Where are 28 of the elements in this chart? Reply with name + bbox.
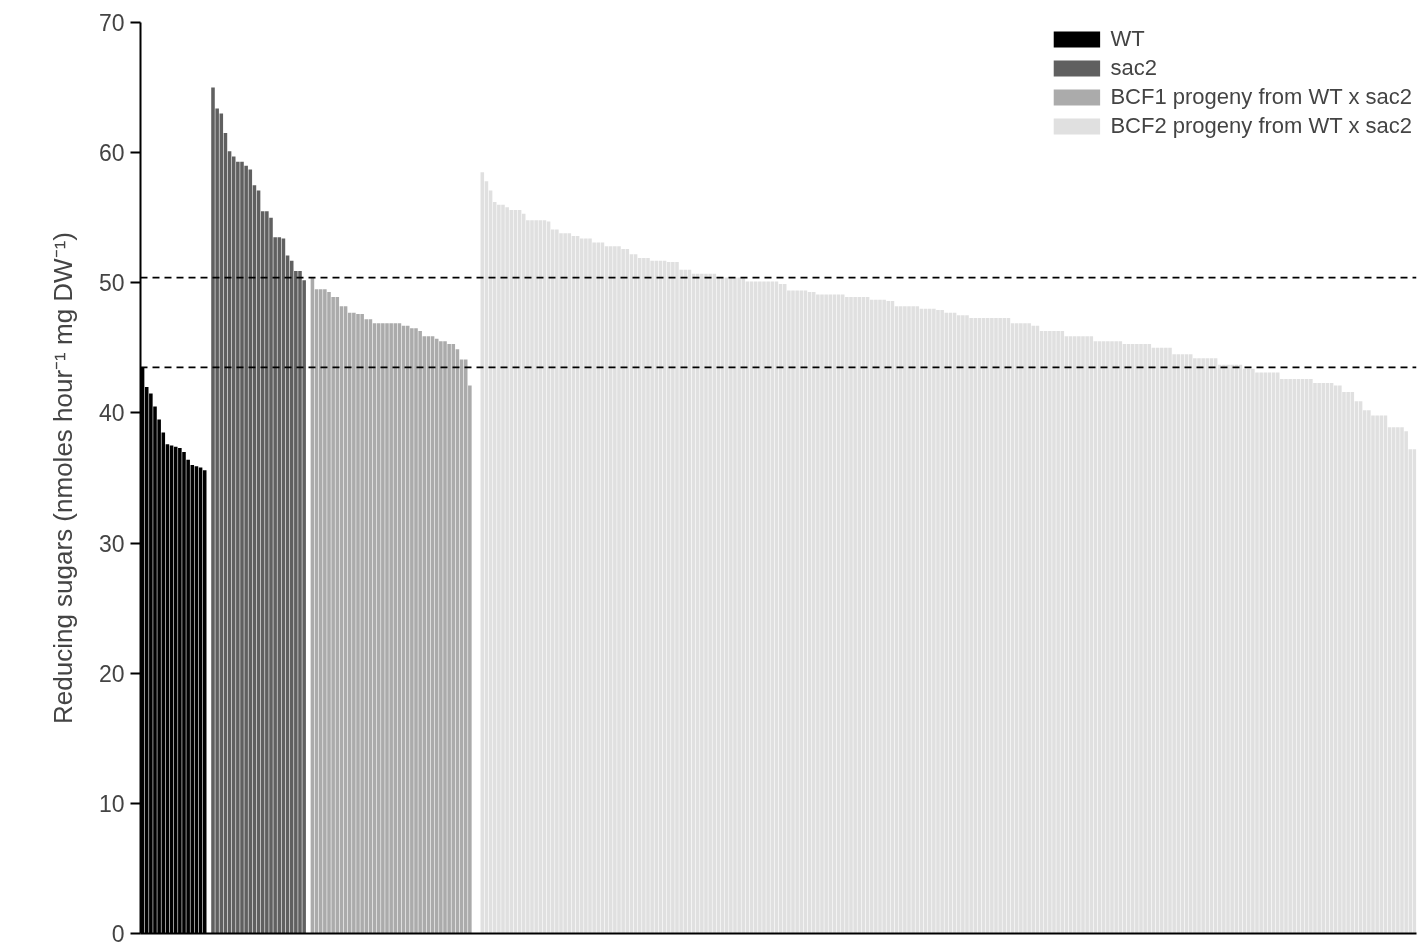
- y-tick-label: 0: [111, 921, 125, 945]
- bar: [298, 271, 302, 934]
- bar: [360, 314, 364, 934]
- y-tick-label: 40: [98, 400, 125, 427]
- bar: [211, 87, 215, 934]
- y-tick-label: 60: [98, 140, 125, 167]
- y-tick-label: 20: [98, 660, 125, 687]
- bar: [410, 328, 414, 934]
- legend-label: sac2: [1110, 55, 1157, 81]
- bar: [418, 330, 422, 934]
- bar: [389, 323, 393, 934]
- bar: [439, 341, 443, 934]
- bar: [240, 161, 244, 934]
- bar: [447, 343, 451, 934]
- bar: [265, 211, 269, 934]
- legend-label: BCF1 progeny from WT x sac2: [1110, 84, 1412, 110]
- legend-label: BCF2 progeny from WT x sac2: [1110, 113, 1412, 139]
- y-axis-title: Reducing sugars (nmoles hour⁻¹ mg DW⁻¹): [47, 232, 78, 724]
- y-tick-label: 50: [98, 270, 125, 297]
- y-tick-label: 10: [98, 790, 125, 817]
- bar: [244, 165, 248, 934]
- bar: [381, 323, 385, 934]
- bar: [236, 161, 240, 934]
- bar: [323, 289, 327, 934]
- legend-label: WT: [1110, 26, 1145, 52]
- y-tick-label: 70: [98, 10, 125, 36]
- bar: [352, 312, 356, 934]
- y-tick-label: 30: [98, 530, 125, 557]
